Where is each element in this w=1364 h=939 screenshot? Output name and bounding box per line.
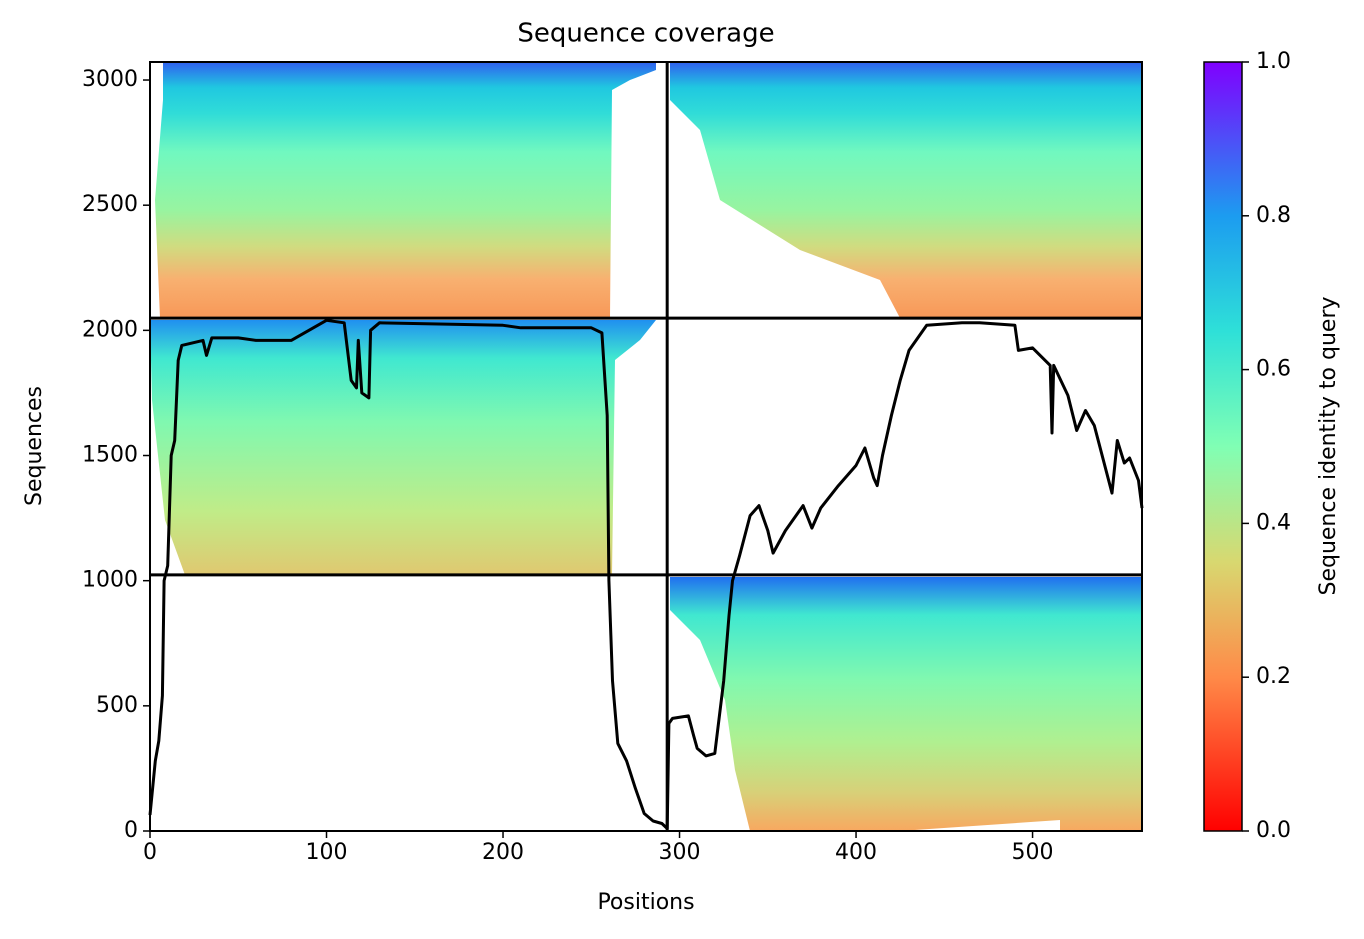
- colorbar-tick-label: 0.0: [1256, 818, 1291, 843]
- x-tick-label: 200: [482, 840, 524, 865]
- y-axis-label: Sequences: [22, 386, 47, 506]
- x-tick-label: 0: [143, 840, 157, 865]
- colorbar-tick-label: 0.8: [1256, 203, 1291, 228]
- y-tick-label: 1500: [82, 443, 138, 468]
- colorbar-tick-label: 0.6: [1256, 357, 1291, 382]
- y-tick-label: 3000: [82, 67, 138, 92]
- colorbar: [1203, 61, 1243, 832]
- msa-block: [150, 320, 656, 575]
- chart-title: Sequence coverage: [517, 19, 774, 49]
- plot-frame: [149, 61, 1143, 832]
- x-axis-label: Positions: [597, 890, 694, 915]
- x-tick-label: 100: [306, 840, 348, 865]
- colorbar-label: Sequence identity to query: [1316, 296, 1341, 595]
- msa-block: [670, 577, 1142, 831]
- colorbar-tick-label: 0.2: [1256, 664, 1291, 689]
- x-tick-label: 300: [659, 840, 701, 865]
- msa-block: [670, 62, 1142, 318]
- colorbar-tick-label: 1.0: [1256, 49, 1291, 74]
- y-tick-label: 0: [124, 818, 138, 843]
- y-tick-label: 2500: [82, 192, 138, 217]
- coverage-line: [148, 318, 1144, 830]
- msa-heatmap: [150, 62, 1142, 831]
- msa-block: [155, 62, 656, 318]
- y-tick-label: 500: [96, 693, 138, 718]
- y-tick-label: 1000: [82, 568, 138, 593]
- colorbar-tick-label: 0.4: [1256, 510, 1291, 535]
- x-tick-label: 500: [1012, 840, 1054, 865]
- x-tick-label: 400: [835, 840, 877, 865]
- y-tick-label: 2000: [82, 317, 138, 342]
